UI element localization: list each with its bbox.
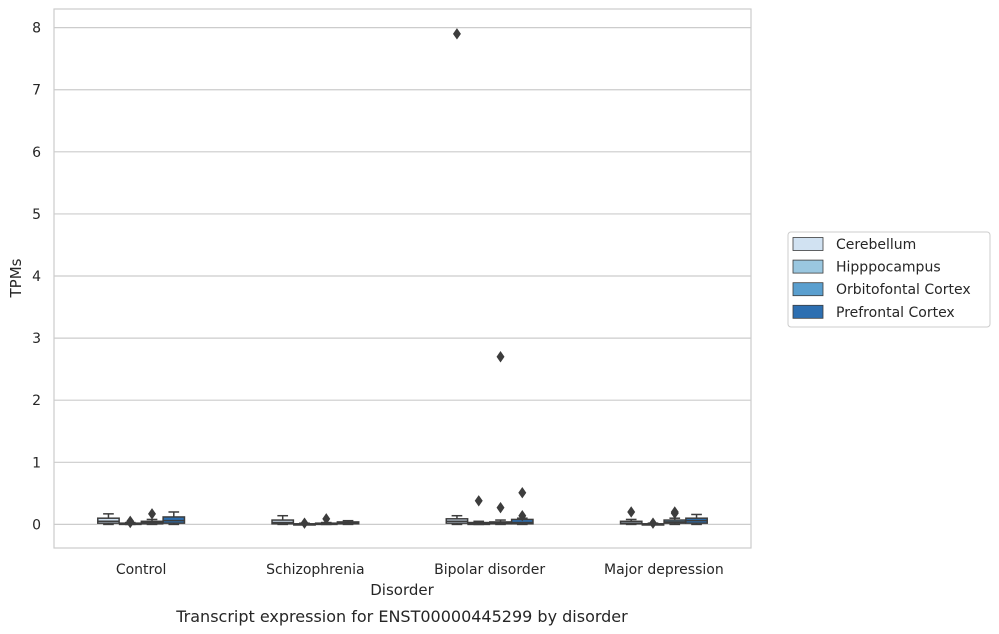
outlier-point (148, 508, 157, 520)
legend-frame (787, 231, 991, 328)
outlier-point (474, 495, 483, 507)
outlier-point (452, 28, 461, 40)
box-prefrontal-cortex (510, 487, 534, 526)
legend-label: Cerebellum (836, 237, 916, 253)
x-tick-label: Control (116, 562, 167, 578)
box-prefrontal-cortex (685, 513, 708, 526)
legend: Cerebellum Hipppocampus Orbitofontal Corte… (787, 231, 991, 328)
x-tick-label: Bipolar disorder (434, 562, 545, 578)
outlier-point (518, 487, 527, 499)
outlier-point (648, 517, 657, 529)
y-tick-label: 0 (32, 517, 41, 533)
box-orbitofontal-cortex (140, 508, 164, 526)
legend-swatch (792, 259, 824, 274)
legend-swatch (792, 237, 824, 251)
y-tick-label: 8 (32, 21, 41, 37)
y-tick-labels: 0 1 2 3 4 5 6 7 8 (32, 21, 41, 534)
box-hipppocampus (467, 495, 491, 526)
legend-label: Orbitofontal Cortex (836, 282, 971, 298)
box-hipppocampus (641, 517, 665, 529)
y-tick-label: 5 (32, 207, 41, 223)
y-tick-label: 4 (32, 269, 41, 285)
box-orbitofontal-cortex (663, 506, 687, 526)
legend-label: Prefrontal Cortex (836, 305, 955, 321)
box-hipppocampus (118, 515, 142, 529)
x-tick-label: Major depression (604, 562, 724, 578)
y-tick-label: 3 (32, 331, 41, 347)
outlier-point (518, 510, 527, 522)
y-axis-title: TPMs (7, 258, 25, 298)
box-cerebellum (445, 28, 469, 526)
gridlines (54, 27, 751, 526)
outlier-point (627, 506, 636, 518)
x-tick-label: Schizophrenia (266, 562, 364, 578)
y-tick-label: 2 (32, 393, 41, 409)
x-axis-title: Disorder (370, 581, 434, 599)
box-cerebellum (271, 514, 295, 526)
legend-swatch (792, 282, 824, 297)
outlier-point (496, 501, 505, 514)
box-orbitofontal-cortex (314, 513, 338, 526)
legend-label: Hipppocampus (836, 260, 941, 276)
outlier-point (322, 513, 331, 525)
plot-area-frame (53, 8, 752, 549)
y-tick-label: 7 (32, 83, 41, 99)
box-cerebellum (619, 506, 643, 526)
y-tick-label: 6 (32, 145, 41, 161)
box-prefrontal-cortex (336, 519, 360, 526)
x-tick-labels: Control Schizophrenia Bipolar disorder Majo… (116, 562, 724, 578)
box-cerebellum (97, 513, 120, 526)
box-hipppocampus (293, 517, 316, 529)
outlier-point (496, 351, 505, 363)
outlier-point (670, 507, 679, 519)
outlier-point (300, 517, 309, 529)
y-tick-label: 1 (32, 455, 41, 471)
boxes (97, 28, 708, 529)
chart-caption: Transcript expression for ENST0000044529… (175, 607, 628, 626)
legend-swatch (792, 304, 824, 319)
box-prefrontal-cortex (162, 511, 186, 526)
outlier-point (126, 516, 135, 529)
box-orbitofontal-cortex (489, 351, 512, 526)
